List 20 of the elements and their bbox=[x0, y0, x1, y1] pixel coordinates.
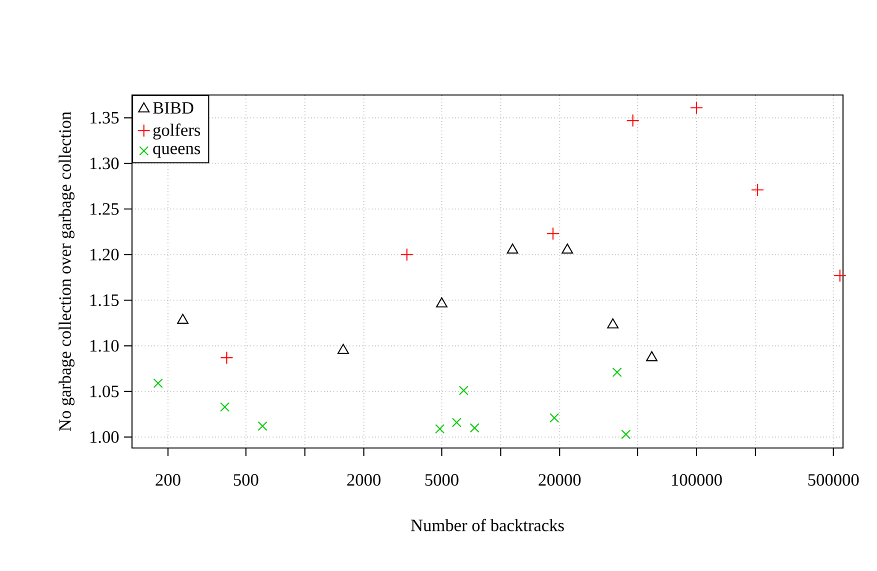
x-tick-label: 500 bbox=[234, 474, 258, 486]
x-tick-label: 2000 bbox=[347, 474, 380, 486]
x-tick-label: 100000 bbox=[672, 474, 722, 486]
y-tick-label: 1.10 bbox=[90, 340, 119, 352]
y-axis-title: No garbage collection over garbage collection bbox=[58, 112, 74, 432]
x-tick-label: 200 bbox=[156, 474, 180, 486]
x-axis-title: Number of backtracks bbox=[411, 518, 564, 532]
y-tick-label: 1.30 bbox=[90, 158, 119, 170]
y-tick-label: 1.20 bbox=[90, 248, 119, 261]
legend-label: BIBD bbox=[153, 102, 194, 114]
y-tick-label: 1.35 bbox=[90, 112, 119, 124]
y-tick-label: 1.00 bbox=[90, 431, 119, 443]
x-tick-label: 500000 bbox=[808, 474, 859, 486]
x-tick-label: 5000 bbox=[425, 474, 458, 486]
y-tick-label: 1.05 bbox=[90, 386, 119, 398]
y-tick-label: 1.15 bbox=[90, 294, 119, 306]
legend-label: golfers bbox=[153, 124, 200, 140]
y-tick-label: 1.25 bbox=[90, 203, 119, 215]
x-tick-label: 20000 bbox=[538, 474, 581, 486]
legend-label: queens bbox=[153, 146, 200, 158]
